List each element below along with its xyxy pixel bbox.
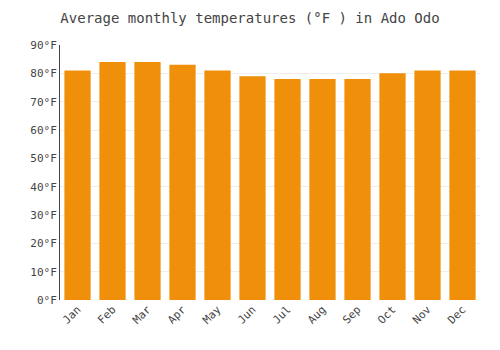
svg-text:40°F: 40°F xyxy=(30,181,57,194)
svg-text:Dec: Dec xyxy=(445,303,468,326)
svg-text:Jan: Jan xyxy=(60,303,83,326)
svg-text:Oct: Oct xyxy=(375,303,398,326)
svg-text:70°F: 70°F xyxy=(30,96,57,109)
svg-text:10°F: 10°F xyxy=(30,266,57,279)
svg-text:50°F: 50°F xyxy=(30,152,57,165)
svg-text:Feb: Feb xyxy=(95,303,118,326)
svg-text:Jul: Jul xyxy=(270,303,293,326)
svg-text:0°F: 0°F xyxy=(37,294,57,307)
svg-text:80°F: 80°F xyxy=(30,67,57,80)
svg-text:90°F: 90°F xyxy=(30,39,57,52)
svg-text:Mar: Mar xyxy=(130,303,154,327)
svg-text:Sep: Sep xyxy=(340,303,363,326)
svg-text:20°F: 20°F xyxy=(30,237,57,250)
svg-text:Average monthly temperatures (: Average monthly temperatures (°F ) in Ad… xyxy=(60,10,439,26)
svg-text:Apr: Apr xyxy=(165,303,189,327)
svg-text:Aug: Aug xyxy=(305,303,328,326)
svg-text:Jun: Jun xyxy=(235,303,258,326)
svg-text:30°F: 30°F xyxy=(30,209,57,222)
svg-text:May: May xyxy=(200,303,224,327)
svg-text:60°F: 60°F xyxy=(30,124,57,137)
svg-text:Nov: Nov xyxy=(410,303,434,327)
